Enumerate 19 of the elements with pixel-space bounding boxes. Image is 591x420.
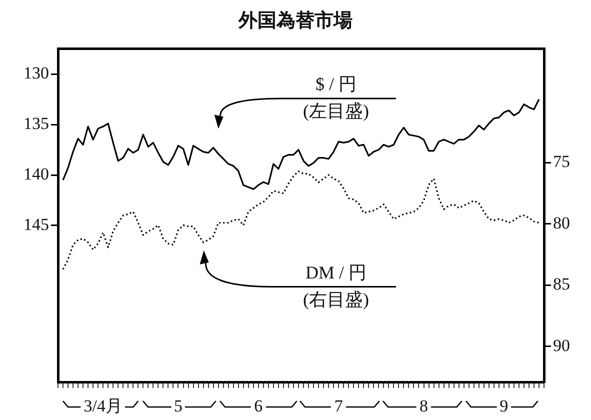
annotation: (右目盛)	[302, 289, 369, 310]
x-tick-label: 8	[420, 396, 428, 416]
y-tick-label: 135	[24, 114, 49, 133]
y2-tick-label: 90	[553, 336, 570, 355]
x-tick-label: 6	[254, 396, 263, 416]
y2-tick-label: 85	[553, 274, 570, 294]
y2-tick-label: 80	[553, 213, 570, 232]
chart-title: 外国為替市場	[238, 9, 352, 32]
text: $ / 円	[315, 74, 356, 94]
x-tick-label: 5	[174, 396, 182, 416]
annotation: (左目盛)	[302, 101, 369, 122]
x-tick-label: 3/4月	[84, 396, 122, 416]
text: DM / 円	[305, 262, 366, 282]
y-tick-label: 140	[24, 164, 49, 184]
x-tick-label: 9	[500, 396, 508, 416]
y2-tick-label: 75	[553, 152, 570, 172]
y-tick-label: 145	[24, 214, 49, 234]
y-tick-label: 130	[24, 64, 49, 83]
x-tick-label: 7	[334, 396, 344, 416]
